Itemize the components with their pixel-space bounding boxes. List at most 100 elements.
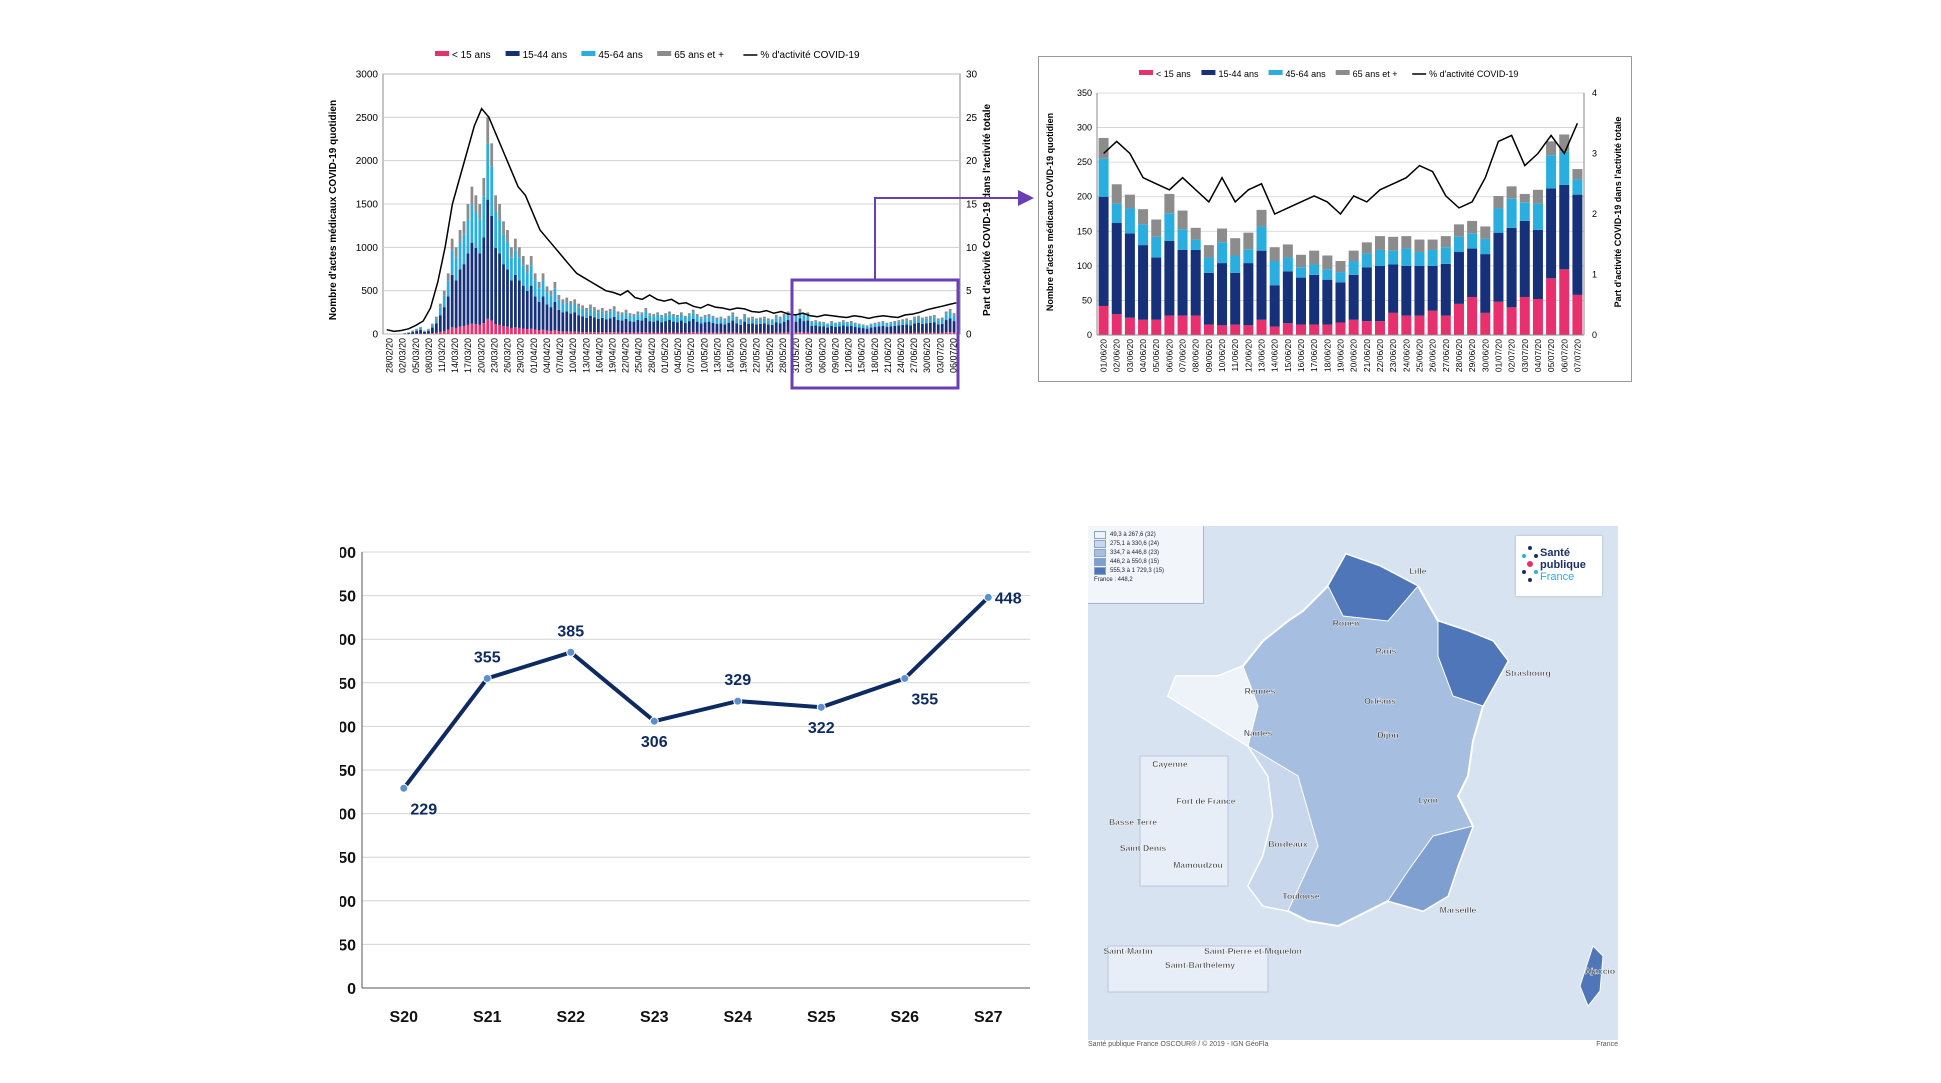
x-tick-label: 01/07/20: [1493, 339, 1503, 372]
bar-segment: [1414, 315, 1425, 335]
x-tick-label: 02/03/20: [398, 338, 408, 373]
bar-segment: [1138, 245, 1149, 320]
bar-segment: [845, 333, 849, 334]
bar-segment: [573, 331, 577, 334]
bar-segment: [553, 330, 557, 334]
bar-segment: [810, 321, 814, 323]
bar-segment: [486, 318, 490, 334]
bar-segment: [932, 332, 936, 334]
bar-segment: [1401, 248, 1412, 266]
bar-segment: [735, 323, 739, 333]
map-legend-swatch: [1094, 548, 1106, 557]
bar-segment: [743, 314, 746, 317]
bar-segment: [616, 320, 620, 333]
bar-segment: [936, 332, 940, 334]
city-label: Mamoudzou: [1173, 860, 1223, 870]
bar-segment: [604, 313, 608, 320]
bar-segment: [419, 327, 422, 328]
bar-segment: [747, 323, 750, 333]
bar-segment: [877, 323, 881, 327]
bar-segment: [699, 318, 703, 324]
bar-segment: [612, 306, 616, 310]
bar-segment: [703, 317, 707, 323]
bar-segment: [1335, 282, 1346, 323]
bar-segment: [431, 323, 434, 325]
logo-line-3: France: [1540, 571, 1575, 583]
y-tick-label: 100: [340, 894, 356, 911]
bar-segment: [794, 321, 798, 333]
bar-segment: [830, 321, 833, 323]
bar-segment: [857, 327, 861, 334]
bar-segment: [818, 333, 822, 334]
bar-segment: [652, 332, 656, 334]
bar-segment: [632, 332, 636, 334]
city-label: Cayenne: [1152, 759, 1188, 769]
bar-segment: [932, 314, 936, 318]
bar-segment: [1098, 196, 1109, 306]
bar-segment: [490, 320, 494, 334]
bar-segment: [541, 280, 545, 297]
map-credit-left: Santé publique France OSCOUR® / © 2019 -…: [1088, 1041, 1269, 1048]
bar-segment: [1361, 267, 1372, 322]
bar-segment: [589, 315, 592, 332]
bar-segment: [834, 322, 837, 325]
chart2-ylabel: Nombre d'actes médicaux COVID-19 quotidi…: [1045, 113, 1055, 311]
bar-segment: [944, 311, 948, 315]
x-tick-label: 28/02/20: [385, 338, 395, 373]
bar-segment: [679, 332, 683, 334]
bar-segment: [419, 329, 422, 334]
logo-line-1: Santé: [1540, 547, 1570, 559]
bar-segment: [1493, 208, 1504, 233]
bar-segment: [928, 332, 932, 334]
bar-segment: [482, 237, 486, 324]
bar-segment: [1467, 296, 1478, 335]
data-label: 385: [557, 623, 584, 640]
bar-segment: [683, 332, 687, 334]
bar-segment: [759, 317, 762, 320]
bar-segment: [921, 319, 924, 324]
bar-segment: [838, 321, 841, 324]
bar-segment: [577, 303, 581, 308]
bar-segment: [589, 304, 592, 309]
bar-segment: [521, 285, 525, 329]
bar-segment: [814, 320, 818, 322]
bar-segment: [624, 318, 628, 333]
bar-segment: [640, 332, 644, 334]
map-legend-label: 275,1 à 330,6 (24): [1110, 540, 1160, 547]
bar-segment: [636, 332, 640, 334]
bar-segment: [1230, 238, 1241, 256]
bar-segment: [695, 314, 699, 317]
bar-segment: [952, 332, 956, 334]
bar-segment: [826, 327, 829, 334]
legend-swatch: [505, 51, 520, 56]
bar-segment: [624, 312, 628, 319]
bar-segment: [664, 315, 667, 322]
bar-segment: [1361, 253, 1372, 268]
bar-segment: [944, 332, 948, 334]
bar-segment: [778, 318, 782, 324]
bar-segment: [624, 332, 628, 334]
x-tick-label: S22: [557, 1009, 586, 1026]
x-tick-label: 01/06/20: [1099, 339, 1109, 372]
bar-segment: [715, 323, 719, 333]
bar-segment: [940, 319, 944, 324]
bar-segment: [1546, 141, 1557, 156]
france-region-west: [1167, 665, 1259, 747]
bar-segment: [545, 286, 549, 293]
bar-segment: [770, 332, 774, 334]
bar-segment: [798, 318, 802, 333]
bar-segment: [1572, 169, 1583, 180]
bar-segment: [1230, 255, 1241, 273]
bar-segment: [672, 314, 675, 317]
bar-segment: [826, 333, 829, 334]
bar-segment: [450, 274, 454, 328]
bar-segment: [881, 321, 885, 323]
bar-segment: [1296, 267, 1307, 278]
bar-segment: [427, 328, 430, 330]
map-legend-row: 275,1 à 330,6 (24): [1094, 539, 1197, 548]
bar-segment: [822, 326, 826, 334]
bar-segment: [569, 305, 573, 314]
bar-segment: [1243, 263, 1254, 326]
bar-segment: [640, 314, 644, 321]
bar-segment: [1572, 194, 1583, 295]
